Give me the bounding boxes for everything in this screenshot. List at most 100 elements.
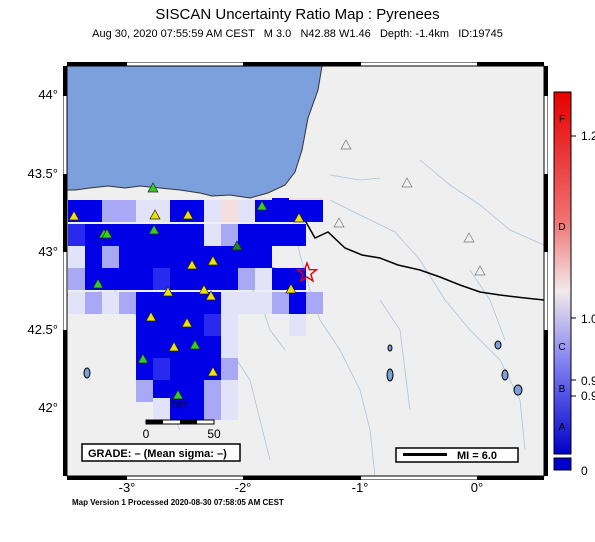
grid-cell (102, 292, 119, 314)
lat-tick-label: 44° (38, 87, 58, 102)
map-title: SISCAN Uncertainty Ratio Map : Pyrenees (155, 6, 440, 23)
grid-cell (170, 358, 187, 380)
grid-cell (170, 268, 187, 290)
station-triangle (333, 217, 345, 228)
station-triangle (256, 200, 268, 211)
colorbar-label: 0 (581, 464, 588, 478)
colorbar-label: 0.9 (581, 389, 595, 403)
bay-of-biscay (67, 66, 323, 199)
grid-cell (289, 292, 306, 314)
grid-cell (187, 314, 204, 336)
grid-cell (102, 200, 119, 222)
station-triangle (182, 209, 194, 220)
city-label: TRT (171, 400, 189, 410)
grid-cell (306, 200, 323, 222)
colorbar-label: 1.0 (581, 312, 595, 326)
grid-cell (68, 224, 85, 246)
lat-tick-label: 43.5° (27, 166, 58, 181)
station-triangle (162, 286, 174, 297)
grid-cell (255, 224, 272, 246)
grid-cell (153, 314, 170, 336)
station-triangle (92, 278, 104, 289)
grid-cell (187, 268, 204, 290)
grid-cell (170, 200, 187, 222)
mi-line (403, 453, 447, 456)
station-triangle (137, 353, 149, 364)
station-triangle (340, 139, 352, 150)
scale-label-start: 0 (143, 427, 150, 441)
grid-cell (170, 398, 187, 420)
station-triangle (186, 259, 198, 270)
grid-cell (204, 224, 221, 246)
station-triangle (293, 212, 305, 223)
grid-cell (119, 200, 136, 222)
station-triangle (401, 177, 413, 188)
lon-tick-label: -3° (119, 480, 136, 495)
lon-tick-label: -1° (352, 480, 369, 495)
grid-cell (204, 200, 221, 222)
grid-cell (238, 268, 255, 290)
grid-cell (136, 268, 153, 290)
grid-cell (221, 200, 238, 222)
grid-cell (221, 224, 238, 246)
processing-footer: Map Version 1 Processed 2020-08-30 07:58… (72, 498, 284, 507)
grid-cell (187, 224, 204, 246)
grid-cell (204, 336, 221, 358)
grid-cell (255, 268, 272, 290)
grid-cell (68, 292, 85, 314)
grid-cell (68, 268, 85, 290)
grid-cell (272, 224, 289, 246)
grid-cell (187, 398, 204, 420)
grid-cell (119, 268, 136, 290)
colorbar-min-swatch (553, 457, 572, 471)
scale-bar: 0 50 (143, 419, 221, 441)
station-triangle (231, 240, 243, 251)
grid-cell (153, 398, 170, 420)
station-triangle (207, 255, 219, 266)
scale-label-end: 50 (207, 427, 221, 441)
grid-cell (85, 292, 102, 314)
grid-cell (153, 292, 170, 314)
station-triangle (474, 265, 486, 276)
grid-cell (221, 398, 238, 420)
grid-cell (136, 380, 153, 402)
grid-cell (204, 380, 221, 402)
grade-letter: A (559, 422, 566, 433)
grid-cell (153, 380, 170, 402)
grid-cell (153, 336, 170, 358)
grid-cell (289, 200, 306, 222)
grid-cell (170, 314, 187, 336)
grid-cell (204, 268, 221, 290)
lon-tick-label: -2° (235, 480, 252, 495)
grid-cell (85, 246, 102, 268)
station-triangle (149, 209, 161, 220)
station-triangle (68, 210, 80, 221)
grid-cell (255, 246, 272, 268)
lat-tick-label: 43° (38, 244, 58, 259)
grid-cell (119, 246, 136, 268)
grid-cell (272, 292, 289, 314)
station-triangle (198, 284, 210, 295)
grid-cell (238, 224, 255, 246)
grid-cell (170, 292, 187, 314)
grid-cell (221, 380, 238, 402)
grid-cell (187, 358, 204, 380)
grid-cell (68, 246, 85, 268)
grid-cell (170, 224, 187, 246)
grid-cell (187, 380, 204, 402)
grid-cell (170, 336, 187, 358)
lat-tick-label: 42.5° (27, 322, 58, 337)
grid-cell (204, 314, 221, 336)
grid-cell (289, 224, 306, 246)
grid-cell (238, 246, 255, 268)
grid-cell (289, 314, 306, 336)
france-spain-border (301, 214, 544, 301)
grid-cell (221, 246, 238, 268)
grid-cell (255, 292, 272, 314)
station-triangle (285, 283, 297, 294)
grid-cell (170, 246, 187, 268)
grade-text: GRADE: – (Mean sigma: –) (88, 448, 227, 460)
epicenter-star (295, 260, 319, 283)
grid-cell (136, 336, 153, 358)
mi-text: MI = 6.0 (457, 450, 497, 462)
